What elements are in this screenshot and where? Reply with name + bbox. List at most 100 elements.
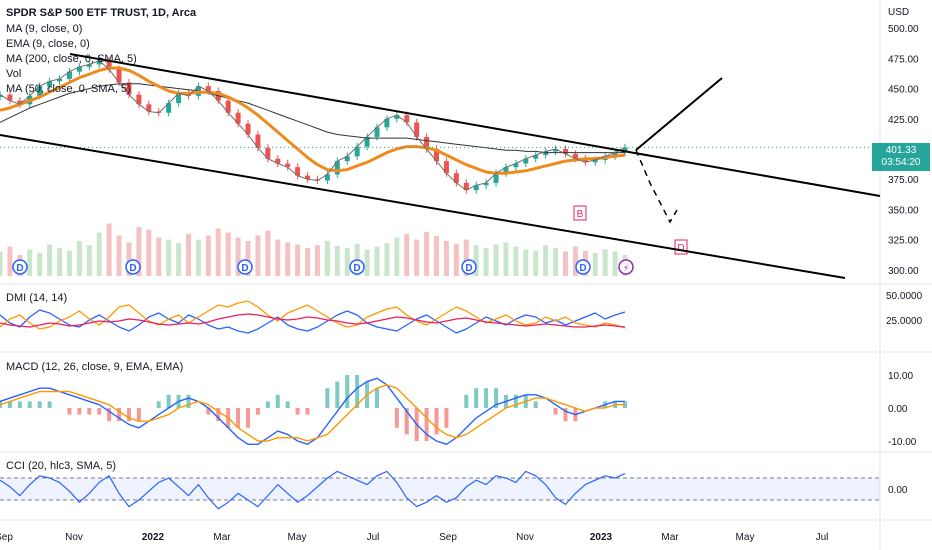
time-axis: Sep Nov 2022 Mar May Jul Sep Nov 2023 Mar May Jul bbox=[0, 532, 828, 543]
legend-ma50[interactable]: MA (50, close, 0, SMA, 5) bbox=[6, 83, 131, 95]
price-tick-label: 325.00 bbox=[888, 236, 919, 247]
last-price-tag: 401.33 03:54:20 bbox=[872, 143, 930, 171]
macd-histogram-bar bbox=[444, 408, 449, 428]
dividend-marker-label: D bbox=[16, 263, 23, 274]
candle-body bbox=[394, 115, 400, 119]
price-axis: USD500.00475.00450.00425.00400.00375.003… bbox=[886, 7, 923, 496]
price-pane: D D D D D D ⚡ B D bbox=[0, 57, 880, 276]
bullish-projection bbox=[635, 77, 723, 151]
dividend-marker bbox=[12, 259, 28, 275]
dividend-marker bbox=[461, 259, 477, 275]
time-tick-label: Mar bbox=[661, 532, 679, 543]
time-tick-label: May bbox=[736, 532, 755, 543]
legend-macd[interactable]: MACD (12, 26, close, 9, EMA, EMA) bbox=[6, 361, 184, 373]
dividend-marker-label: D bbox=[241, 263, 248, 274]
volume-bar bbox=[156, 237, 162, 276]
volume-bar bbox=[404, 234, 410, 276]
legend-cci[interactable]: CCI (20, hlc3, SMA, 5) bbox=[6, 460, 117, 472]
candle-body bbox=[543, 151, 549, 156]
volume-bar bbox=[235, 237, 241, 276]
volume-bar bbox=[384, 243, 390, 276]
volume-bar bbox=[106, 223, 112, 276]
volume-bar bbox=[453, 243, 459, 276]
cci-pane bbox=[0, 470, 880, 510]
channel-upper-line bbox=[69, 53, 881, 197]
macd-histogram-bar bbox=[295, 408, 300, 415]
macd-pane bbox=[0, 375, 627, 445]
volume-bar bbox=[443, 241, 449, 276]
volume-bar bbox=[195, 239, 201, 276]
legend-dmi[interactable]: DMI (14, 14) bbox=[6, 292, 68, 304]
macd-histogram-bar bbox=[285, 401, 290, 408]
candle-body bbox=[374, 127, 380, 137]
volume-bar bbox=[185, 234, 191, 276]
macd-histogram-bar bbox=[126, 408, 131, 422]
macd-histogram-bar bbox=[186, 394, 191, 408]
price-tick-label: 375.00 bbox=[888, 175, 919, 186]
cci-line bbox=[0, 470, 626, 510]
candle-body bbox=[57, 78, 63, 82]
candle-body bbox=[473, 185, 479, 191]
candle-body bbox=[443, 161, 449, 174]
bar-countdown: 03:54:20 bbox=[881, 157, 921, 168]
candle-body bbox=[176, 93, 182, 104]
split-marker bbox=[618, 259, 634, 275]
candle-body bbox=[513, 163, 519, 168]
macd-histogram-bar bbox=[136, 408, 141, 422]
candle-body bbox=[483, 182, 489, 186]
volume-bar bbox=[66, 250, 72, 276]
volume-bar bbox=[265, 230, 271, 276]
legend-ma200[interactable]: MA (200, close, 0, SMA, 5) bbox=[6, 53, 137, 65]
macd-tick-label: 10.00 bbox=[888, 371, 913, 382]
volume-bar bbox=[463, 239, 469, 276]
time-tick-label: Mar bbox=[213, 532, 231, 543]
legend-vol[interactable]: Vol bbox=[6, 68, 22, 80]
macd-histogram-bar bbox=[513, 394, 518, 408]
volume-bar bbox=[96, 232, 102, 276]
candle-body bbox=[126, 82, 132, 95]
candle-body bbox=[562, 149, 568, 154]
volume-bar bbox=[364, 249, 370, 276]
legend-ma9[interactable]: MA (9, close, 0) bbox=[6, 23, 83, 35]
macd-histogram-bar bbox=[484, 388, 489, 408]
volume-bar bbox=[47, 244, 53, 276]
candle-body bbox=[47, 81, 53, 87]
volume-bar bbox=[225, 232, 231, 276]
cci-tick-label: 0.00 bbox=[888, 485, 908, 496]
time-tick-label: Jul bbox=[367, 532, 380, 543]
candle-body bbox=[612, 152, 618, 157]
candle-body bbox=[434, 149, 440, 162]
price-tick-label: 350.00 bbox=[888, 205, 919, 216]
currency-label: USD bbox=[888, 7, 909, 18]
volume-bar bbox=[523, 249, 529, 276]
symbol-title[interactable]: SPDR S&P 500 ETF TRUST, 1D, Arca bbox=[6, 7, 197, 19]
dividend-marker bbox=[237, 259, 253, 275]
legend-ema9[interactable]: EMA (9, close, 0) bbox=[6, 38, 90, 50]
volume-bar bbox=[255, 235, 261, 276]
macd-histogram-bar bbox=[345, 375, 350, 408]
macd-histogram-bar bbox=[553, 408, 558, 415]
candle-body bbox=[384, 118, 390, 128]
volume-bar bbox=[543, 245, 549, 276]
macd-histogram-bar bbox=[563, 408, 568, 422]
trend-drawings bbox=[0, 53, 881, 279]
time-tick-label: Sep bbox=[439, 532, 457, 543]
macd-line bbox=[0, 377, 625, 445]
volume-bar bbox=[503, 242, 509, 276]
macd-histogram-bar bbox=[246, 408, 251, 428]
dividend-marker-label: D bbox=[353, 263, 360, 274]
adx-line bbox=[0, 313, 626, 328]
macd-histogram-bar bbox=[37, 401, 42, 408]
volume-bar bbox=[493, 244, 499, 276]
candle-body bbox=[324, 174, 330, 181]
volume-bar bbox=[116, 235, 122, 276]
event-markers: D D D D D D ⚡ B D bbox=[12, 205, 688, 275]
candle-body bbox=[66, 71, 72, 79]
macd-histogram-bar bbox=[355, 375, 360, 408]
volume-bar bbox=[314, 245, 320, 276]
ma50-line bbox=[0, 66, 626, 175]
earnings-marker bbox=[573, 205, 587, 221]
volume-bar bbox=[76, 241, 82, 276]
